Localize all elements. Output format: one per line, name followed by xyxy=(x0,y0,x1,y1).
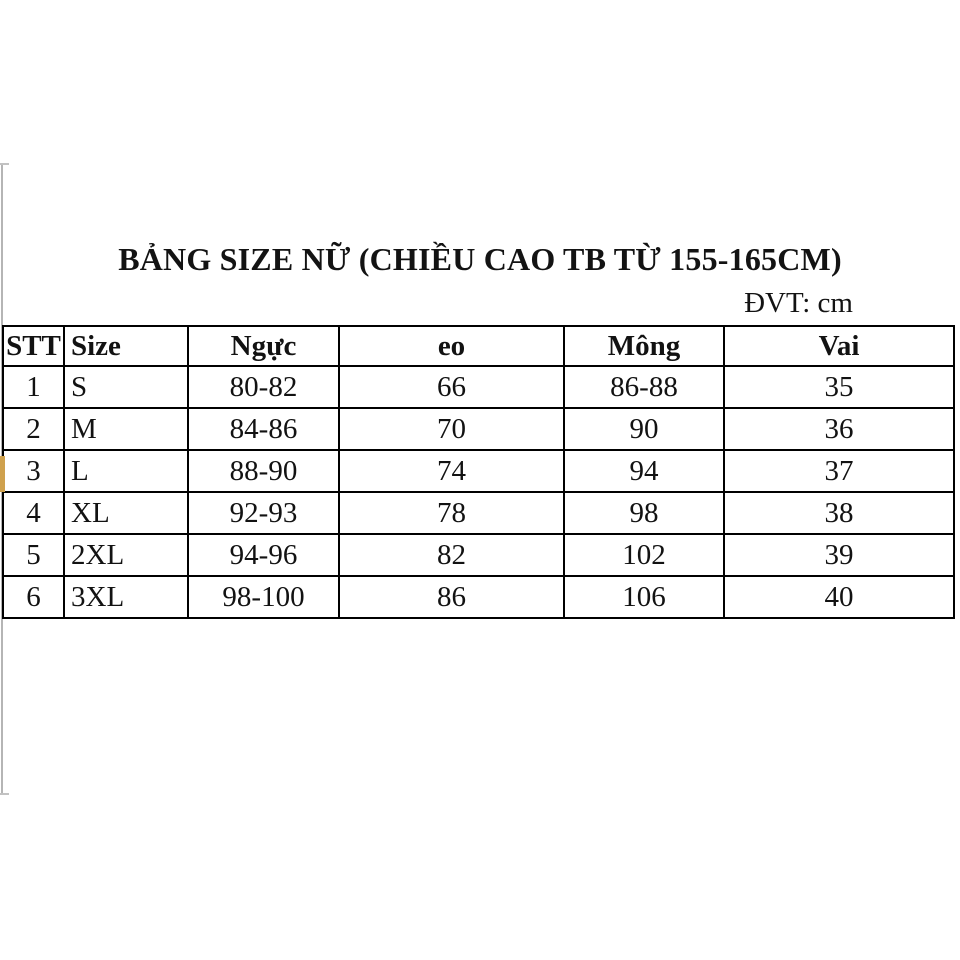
table-cell: 3 xyxy=(2,449,65,493)
row3-left-highlight xyxy=(0,456,5,492)
header-cell-stt: STT xyxy=(2,325,65,367)
table-row: 6 3XL 98-100 86 106 40 xyxy=(2,575,955,619)
table-cell: XL xyxy=(63,491,189,535)
table-cell: 98 xyxy=(563,491,725,535)
table-cell: 82 xyxy=(338,533,565,577)
table-cell: 70 xyxy=(338,407,565,451)
table-cell: 94 xyxy=(563,449,725,493)
table-cell: 88-90 xyxy=(187,449,340,493)
table-cell: 90 xyxy=(563,407,725,451)
table-cell: 37 xyxy=(723,449,955,493)
table-cell: 78 xyxy=(338,491,565,535)
table-cell: 74 xyxy=(338,449,565,493)
table-cell: 84-86 xyxy=(187,407,340,451)
table-cell: 106 xyxy=(563,575,725,619)
table-row: 4 XL 92-93 78 98 38 xyxy=(2,491,955,535)
size-table: STT Size Ngực eo Mông Vai 1 S 80-82 66 86-88 35 2 M 8… xyxy=(2,325,955,619)
table-row: 5 2XL 94-96 82 102 39 xyxy=(2,533,955,577)
page-title: BẢNG SIZE NỮ (CHIỀU CAO TB TỪ 155-165CM) xyxy=(118,241,842,277)
table-cell: 2 xyxy=(2,407,65,451)
table-cell: 36 xyxy=(723,407,955,451)
header-cell-ngực: Ngực xyxy=(187,325,340,367)
table-cell: 1 xyxy=(2,365,65,409)
table-cell: 92-93 xyxy=(187,491,340,535)
table-cell: 2XL xyxy=(63,533,189,577)
table-cell: 38 xyxy=(723,491,955,535)
table-cell: 86-88 xyxy=(563,365,725,409)
table-cell: 39 xyxy=(723,533,955,577)
table-row: 1 S 80-82 66 86-88 35 xyxy=(2,365,955,409)
page-edge-tick-top xyxy=(0,163,9,165)
size-table-header: STT Size Ngực eo Mông Vai xyxy=(2,325,955,367)
table-row: 2 M 84-86 70 90 36 xyxy=(2,407,955,451)
table-cell: 40 xyxy=(723,575,955,619)
table-cell: 86 xyxy=(338,575,565,619)
table-cell: 66 xyxy=(338,365,565,409)
header-cell-vai: Vai xyxy=(723,325,955,367)
table-cell: 35 xyxy=(723,365,955,409)
table-row: 3 L 88-90 74 94 37 xyxy=(2,449,955,493)
header-row: STT Size Ngực eo Mông Vai xyxy=(2,325,955,367)
page-edge-tick-bottom xyxy=(0,793,9,795)
unit-label: ĐVT: cm xyxy=(744,287,853,319)
table-cell: M xyxy=(63,407,189,451)
header-cell-mông: Mông xyxy=(563,325,725,367)
table-cell: 80-82 xyxy=(187,365,340,409)
size-table-body: 1 S 80-82 66 86-88 35 2 M 84-86 70 90 36 3 L 88-90 74 94… xyxy=(2,365,955,619)
table-cell: 94-96 xyxy=(187,533,340,577)
table-cell: 3XL xyxy=(63,575,189,619)
table-cell: S xyxy=(63,365,189,409)
table-cell: 4 xyxy=(2,491,65,535)
table-cell: 5 xyxy=(2,533,65,577)
table-cell: 98-100 xyxy=(187,575,340,619)
header-cell-size: Size xyxy=(63,325,189,367)
table-cell: L xyxy=(63,449,189,493)
table-cell: 102 xyxy=(563,533,725,577)
header-cell-eo: eo xyxy=(338,325,565,367)
table-cell: 6 xyxy=(2,575,65,619)
